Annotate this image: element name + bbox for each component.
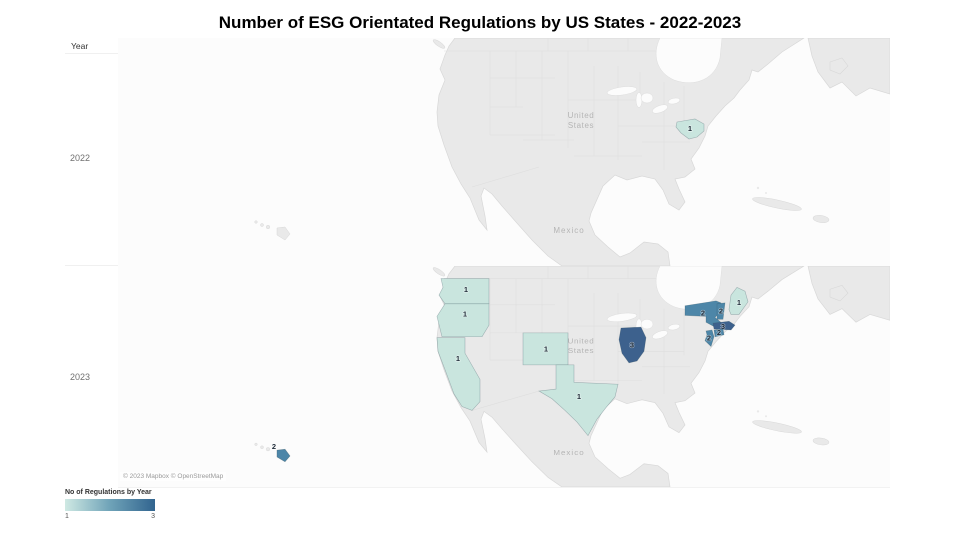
state-value-label: 1	[737, 298, 741, 307]
year-axis-header[interactable]: Year	[71, 41, 89, 51]
year-label-2022[interactable]: 2022	[70, 153, 91, 163]
map-geo-label: States	[568, 121, 594, 130]
landmass	[432, 38, 890, 266]
year-label-2023[interactable]: 2023	[70, 372, 91, 382]
state-value-label: 3	[630, 341, 634, 350]
state-value-label: 2	[707, 334, 711, 343]
header-divider	[65, 53, 118, 54]
state-texas[interactable]	[538, 364, 619, 437]
state-connecticut[interactable]	[713, 328, 725, 338]
map-geo-label: Mexico	[553, 448, 584, 457]
state-value-label: 2	[719, 307, 723, 316]
state-illinois[interactable]	[618, 326, 647, 364]
chart-title: Number of ESG Orientated Regulations by …	[218, 13, 742, 32]
state-value-label: 2	[272, 442, 276, 451]
map-geo-label: Mexico	[553, 226, 584, 235]
lakes	[606, 38, 723, 114]
state-maine[interactable]	[728, 286, 749, 315]
legend-title: No of Regulations by Year	[65, 489, 152, 496]
state-value-label: 3	[721, 322, 725, 331]
map-geo-label: United	[568, 111, 595, 120]
legend-labels: 1 3	[65, 513, 155, 520]
map-geo-label: United	[568, 337, 595, 346]
state-borders	[444, 266, 690, 411]
state-value-label: 1	[544, 344, 548, 353]
state-massachusetts[interactable]	[712, 320, 736, 331]
state-borders	[444, 38, 690, 188]
state-newjersey[interactable]	[704, 329, 715, 348]
state-hawaii[interactable]	[276, 448, 291, 463]
legend-max-label: 3	[151, 513, 155, 520]
state-vermont[interactable]	[716, 302, 726, 320]
state-value-label: 2	[701, 309, 705, 318]
state-oregon[interactable]	[436, 303, 490, 338]
state-value-label: 1	[464, 285, 468, 294]
map-geo-label: States	[568, 346, 594, 355]
legend-gradient-bar[interactable]	[65, 499, 155, 511]
map-panel-2023[interactable]: United States Mexico 1 1 1 1 1 3 2 2 1 3 2 2 2 © 2023 M…	[118, 266, 890, 488]
state-value-label: 1	[577, 392, 581, 401]
map-attribution[interactable]: © 2023 Mapbox © OpenStreetMap	[120, 472, 227, 481]
state-value-label: 1	[456, 354, 460, 363]
state-value-label: 1	[463, 310, 467, 319]
state-value-label: 1	[688, 124, 692, 133]
state-value-label: 2	[717, 328, 721, 337]
state-california[interactable]	[436, 337, 481, 411]
hawaii-islands	[254, 220, 291, 241]
state-maryland[interactable]	[675, 118, 705, 140]
map-panel-2022[interactable]: United States Mexico 1	[118, 38, 890, 266]
legend: No of Regulations by Year 1 3	[65, 489, 165, 520]
legend-min-label: 1	[65, 513, 69, 520]
